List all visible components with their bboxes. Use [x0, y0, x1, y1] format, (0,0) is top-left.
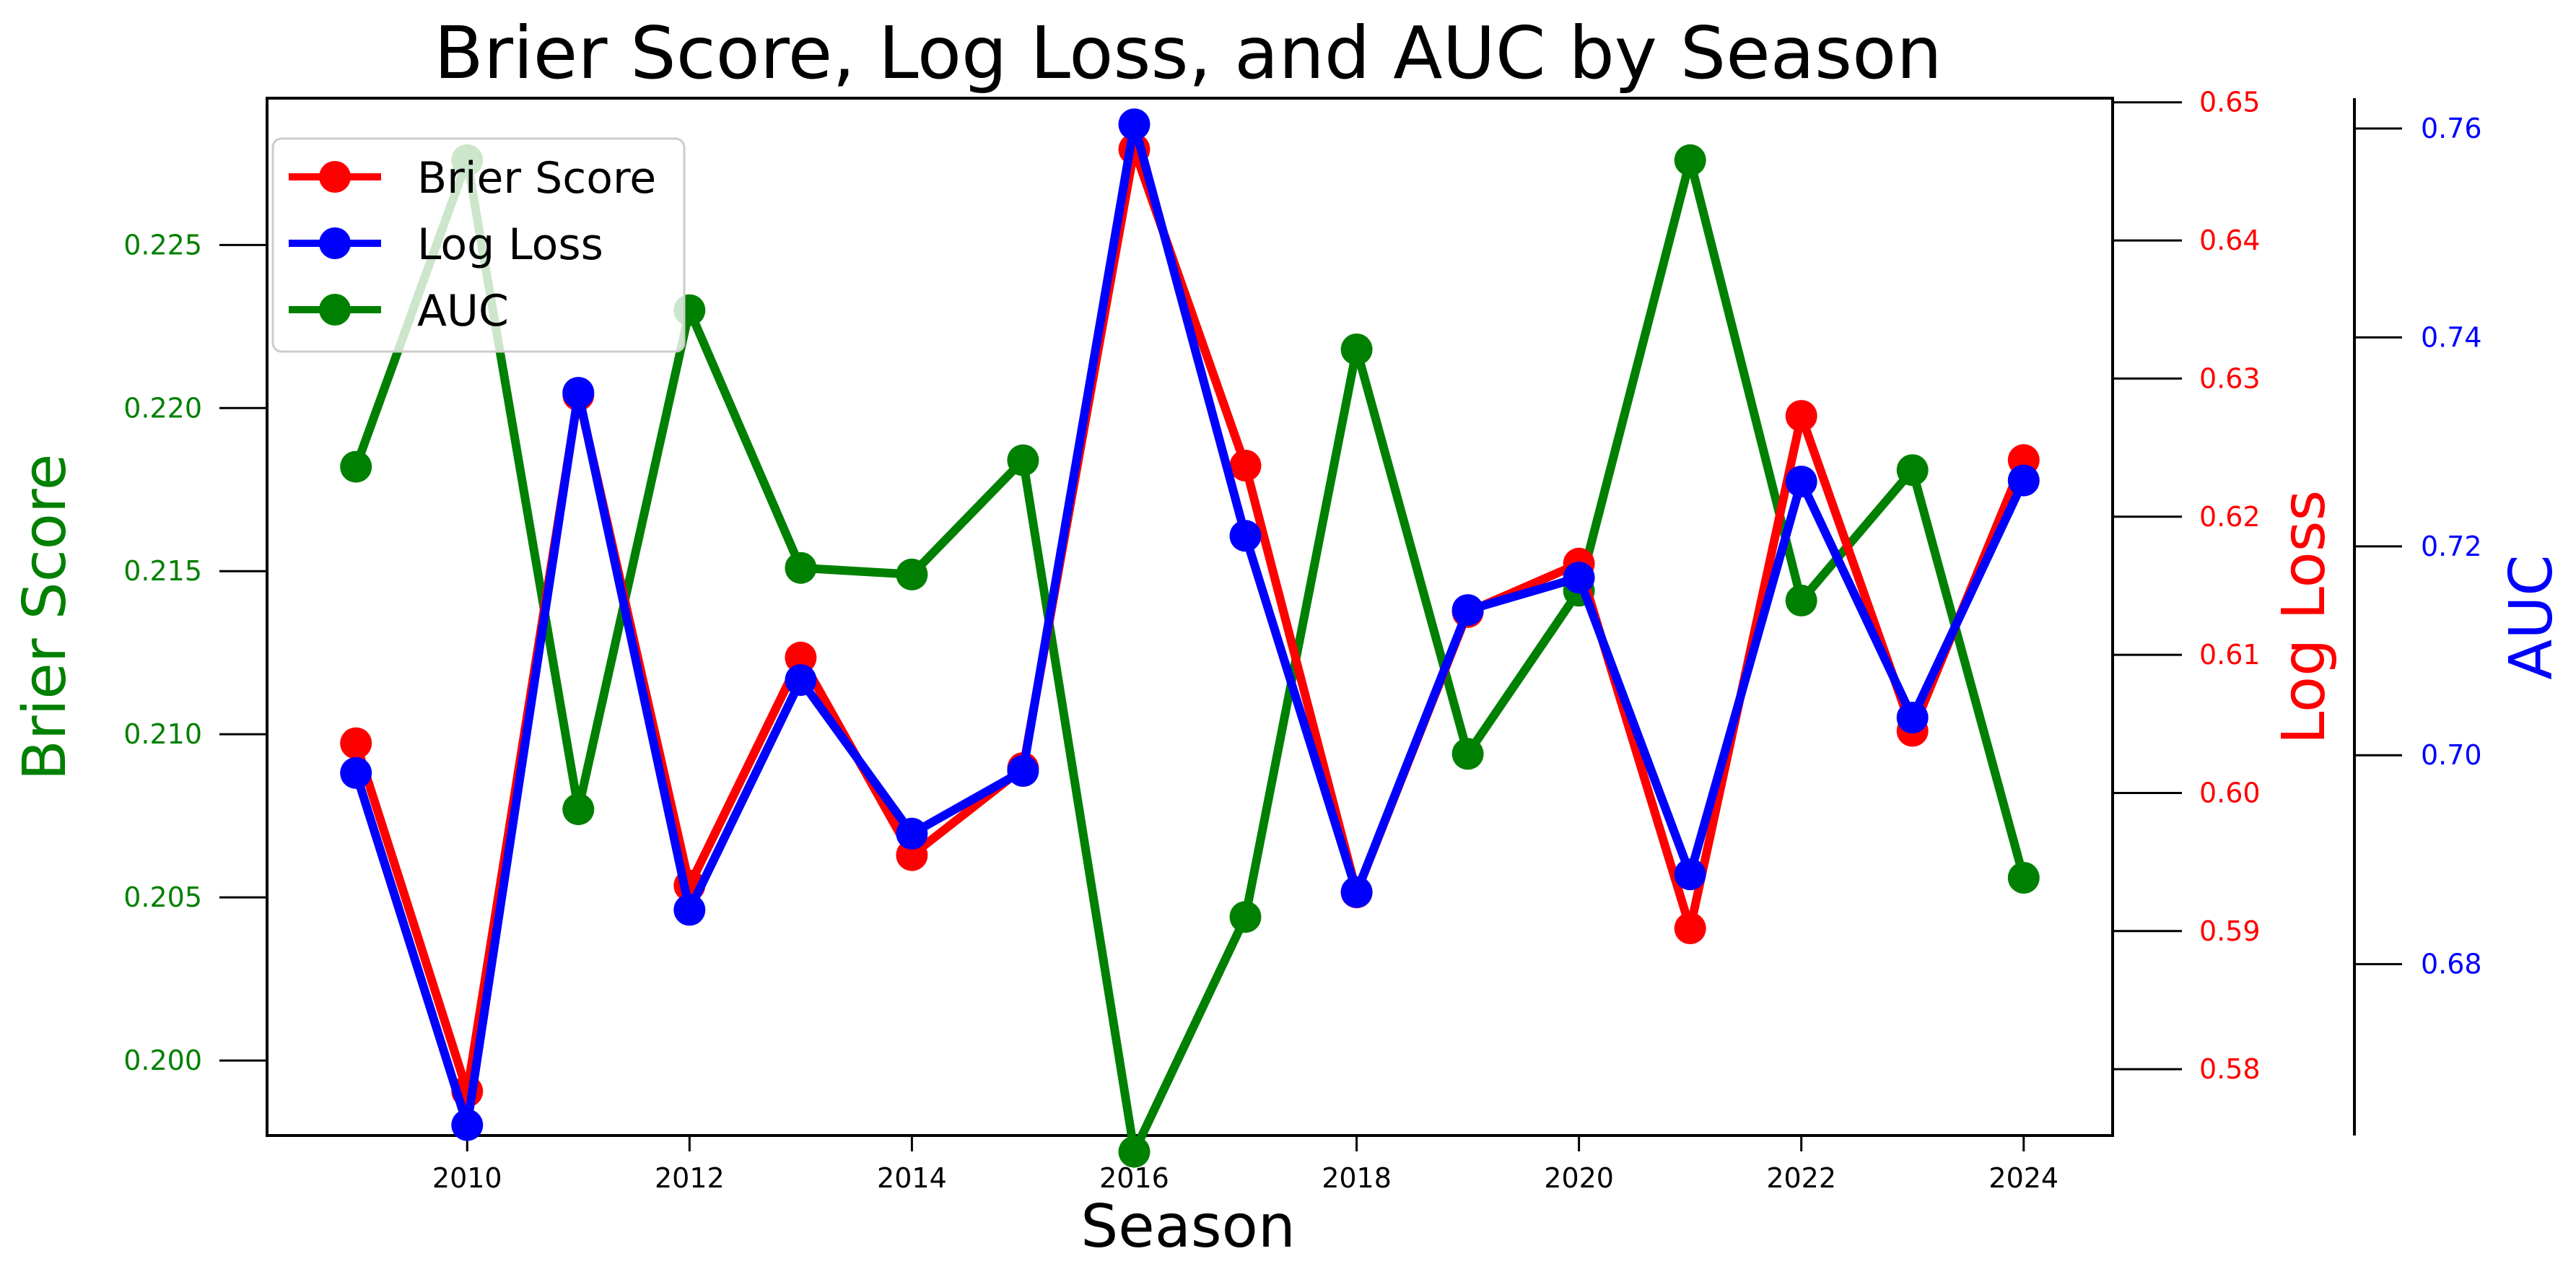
- data-point-auc: [1451, 738, 1484, 770]
- left-axis: 0.200 0.205 0.210 0.215 0.220 0.225: [123, 229, 267, 1076]
- data-point-auc: [1896, 454, 1929, 487]
- right-axis-auc-label: AUC: [2497, 554, 2566, 679]
- data-point-auc: [1785, 584, 1817, 616]
- left-tick-label: 0.200: [123, 1045, 202, 1076]
- data-point-log-loss: [1007, 755, 1039, 787]
- data-point-auc: [1118, 1136, 1151, 1168]
- legend: Brier Score Log Loss AUC: [271, 137, 686, 353]
- log-loss-tick-label: 0.59: [2199, 915, 2261, 947]
- data-point-brier-score: [340, 727, 372, 759]
- data-point-log-loss: [1674, 858, 1706, 891]
- left-tick-label: 0.205: [123, 881, 202, 913]
- legend-item-brier-score: Brier Score: [289, 153, 656, 204]
- data-point-brier-score: [1785, 400, 1817, 432]
- log-loss-tick-label: 0.65: [2199, 87, 2261, 118]
- svg-text:Brier Score: Brier Score: [417, 153, 656, 204]
- data-point-log-loss: [1896, 702, 1929, 734]
- data-point-log-loss: [340, 757, 372, 789]
- auc-tick-label: 0.72: [2421, 531, 2482, 562]
- data-point-auc: [1340, 334, 1373, 365]
- x-tick-label: 2014: [877, 1162, 947, 1194]
- data-point-log-loss: [1451, 594, 1484, 627]
- data-point-log-loss: [785, 664, 817, 697]
- data-point-brier-score: [1229, 450, 1262, 481]
- svg-text:Log Loss: Log Loss: [417, 219, 603, 270]
- data-point-auc: [1229, 901, 1262, 933]
- log-loss-tick-label: 0.61: [2199, 639, 2261, 671]
- data-point-log-loss: [1229, 520, 1262, 552]
- x-tick-label: 2024: [1988, 1162, 2058, 1194]
- chart-title: Brier Score, Log Loss, and AUC by Season: [434, 11, 1942, 95]
- data-point-auc: [896, 558, 928, 590]
- data-point-log-loss: [562, 377, 595, 409]
- data-point-auc: [2007, 862, 2040, 894]
- auc-tick-label: 0.74: [2421, 321, 2482, 353]
- right-axis-log-loss: 0.58 0.59 0.60 0.61 0.62 0.63 0.64 0.65: [2113, 87, 2261, 1085]
- right-axis-log-loss-label: Log Loss: [2270, 490, 2339, 744]
- x-tick-label: 2012: [655, 1162, 725, 1194]
- legend-item-log-loss: Log Loss: [289, 219, 603, 270]
- data-point-auc: [1007, 444, 1039, 476]
- series-line-auc: [352, 155, 2028, 1156]
- data-point-auc: [785, 552, 817, 584]
- left-tick-label: 0.225: [123, 229, 202, 261]
- data-point-log-loss: [451, 1109, 484, 1141]
- left-tick-label: 0.220: [123, 392, 202, 424]
- data-point-log-loss: [2007, 464, 2040, 497]
- log-loss-tick-label: 0.64: [2199, 225, 2261, 256]
- data-point-log-loss: [1563, 562, 1595, 594]
- plot-area: [266, 97, 2114, 1137]
- data-point-log-loss: [1785, 466, 1817, 498]
- x-tick-label: 2022: [1766, 1162, 1836, 1194]
- auc-tick-label: 0.68: [2421, 949, 2482, 980]
- auc-tick-label: 0.70: [2421, 739, 2482, 771]
- auc-tick-label: 0.76: [2421, 113, 2482, 144]
- x-axis-label: Season: [1080, 1193, 1296, 1261]
- x-axis-ticks: 2010 2012 2014 2016 2018 2020 2022 2024: [432, 1136, 2058, 1194]
- log-loss-tick-label: 0.62: [2199, 501, 2261, 533]
- log-loss-tick-label: 0.58: [2199, 1053, 2261, 1085]
- data-point-auc: [1674, 144, 1706, 176]
- svg-text:AUC: AUC: [417, 286, 509, 336]
- x-tick-label: 2018: [1322, 1162, 1392, 1194]
- data-point-log-loss: [1118, 108, 1151, 141]
- data-point-log-loss: [673, 894, 706, 926]
- left-axis-label: Brier Score: [11, 454, 79, 781]
- plot-frame: [266, 97, 2114, 1137]
- x-tick-label: 2020: [1544, 1162, 1614, 1194]
- x-tick-label: 2010: [432, 1162, 502, 1194]
- left-tick-label: 0.215: [123, 555, 202, 587]
- legend-item-auc: AUC: [289, 286, 509, 336]
- data-point-brier-score: [1674, 912, 1706, 944]
- data-point-log-loss: [896, 817, 928, 850]
- data-point-brier-score: [785, 641, 817, 674]
- legend-box: [271, 137, 686, 353]
- log-loss-tick-label: 0.60: [2199, 777, 2261, 809]
- series-log-loss: [340, 108, 2040, 1141]
- data-point-log-loss: [1340, 876, 1373, 908]
- right-axis-auc: 0.68 0.70 0.72 0.74 0.76: [2353, 98, 2482, 1136]
- left-tick-label: 0.210: [123, 718, 202, 750]
- data-point-auc: [340, 450, 372, 483]
- log-loss-tick-label: 0.63: [2199, 362, 2261, 394]
- data-point-auc: [562, 793, 595, 826]
- series-line-log-loss: [352, 120, 2028, 1130]
